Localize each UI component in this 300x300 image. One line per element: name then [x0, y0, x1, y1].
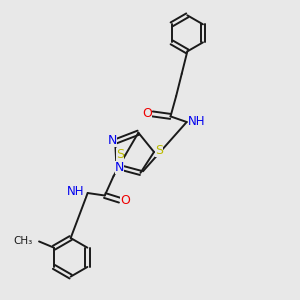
- Text: NH: NH: [67, 185, 85, 198]
- Text: NH: NH: [188, 115, 206, 128]
- Text: CH₃: CH₃: [13, 236, 32, 245]
- Text: O: O: [120, 194, 130, 207]
- Text: O: O: [142, 107, 152, 120]
- Text: N: N: [115, 161, 124, 175]
- Text: S: S: [116, 148, 124, 161]
- Text: S: S: [155, 144, 163, 157]
- Text: N: N: [107, 134, 117, 147]
